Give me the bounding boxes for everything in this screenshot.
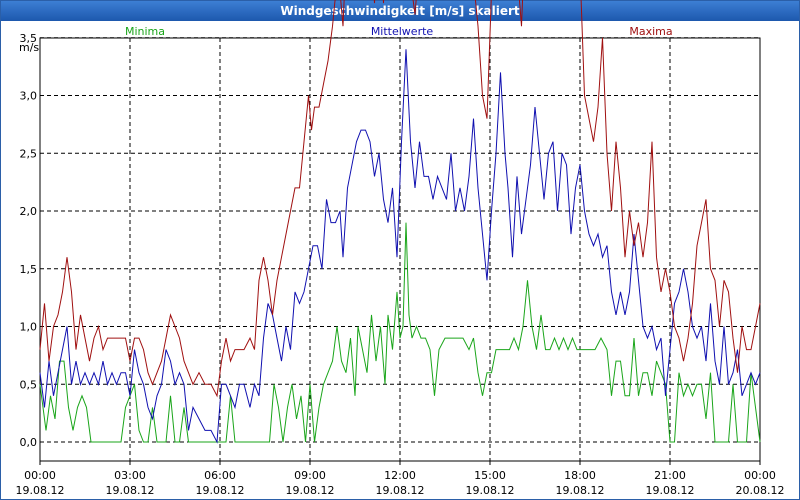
legend-maxima: Maxima xyxy=(629,25,672,38)
y-tick-label: 0,5 xyxy=(20,378,38,391)
series-line-mittelwerte xyxy=(39,49,761,444)
x-tick-time: 00:00 xyxy=(744,469,776,482)
grid-lines xyxy=(40,37,760,461)
x-tick-date: 19.08.12 xyxy=(286,484,335,497)
x-tick-time: 09:00 xyxy=(294,469,326,482)
x-tick-date: 19.08.12 xyxy=(106,484,155,497)
x-tick-date: 19.08.12 xyxy=(196,484,245,497)
x-tick-time: 18:00 xyxy=(564,469,596,482)
series-line-minima xyxy=(39,222,761,443)
y-tick-label: 2,0 xyxy=(20,205,38,218)
x-tick-time: 03:00 xyxy=(114,469,146,482)
x-tick-date: 19.08.12 xyxy=(646,484,695,497)
y-tick-label: 3,5 xyxy=(20,32,38,45)
legend-mittelwerte: Mittelwerte xyxy=(371,25,434,38)
x-tick-time: 15:00 xyxy=(474,469,506,482)
y-tick-label: 3,0 xyxy=(20,90,38,103)
y-tick-label: 0,0 xyxy=(20,436,38,449)
x-tick-time: 12:00 xyxy=(384,469,416,482)
x-axis-ticks: 00:00 19.08.12 03:00 19.08.12 06:00 19.08.12 0… xyxy=(16,461,785,497)
x-tick-date: 20.08.12 xyxy=(736,484,785,497)
y-axis-label: m/s xyxy=(19,41,39,54)
x-tick-date: 19.08.12 xyxy=(16,484,65,497)
chart-title: Windgeschwindigkeit [m/s] skaliert xyxy=(1,1,799,21)
x-tick-time: 00:00 xyxy=(24,469,56,482)
x-tick-time: 21:00 xyxy=(654,469,686,482)
x-tick-date: 19.08.12 xyxy=(376,484,425,497)
y-tick-label: 2,5 xyxy=(20,147,38,160)
y-tick-label: 1,0 xyxy=(20,321,38,334)
x-tick-time: 06:00 xyxy=(204,469,236,482)
y-tick-label: 1,5 xyxy=(20,263,38,276)
x-tick-date: 19.08.12 xyxy=(556,484,605,497)
y-axis-ticks: 0,00,51,01,52,02,53,03,54,04,55,05,56,06… xyxy=(20,32,38,449)
legend-minima: Minima xyxy=(125,25,165,38)
series-line-maxima xyxy=(39,0,761,398)
series-lines xyxy=(39,0,761,444)
x-tick-date: 19.08.12 xyxy=(466,484,515,497)
